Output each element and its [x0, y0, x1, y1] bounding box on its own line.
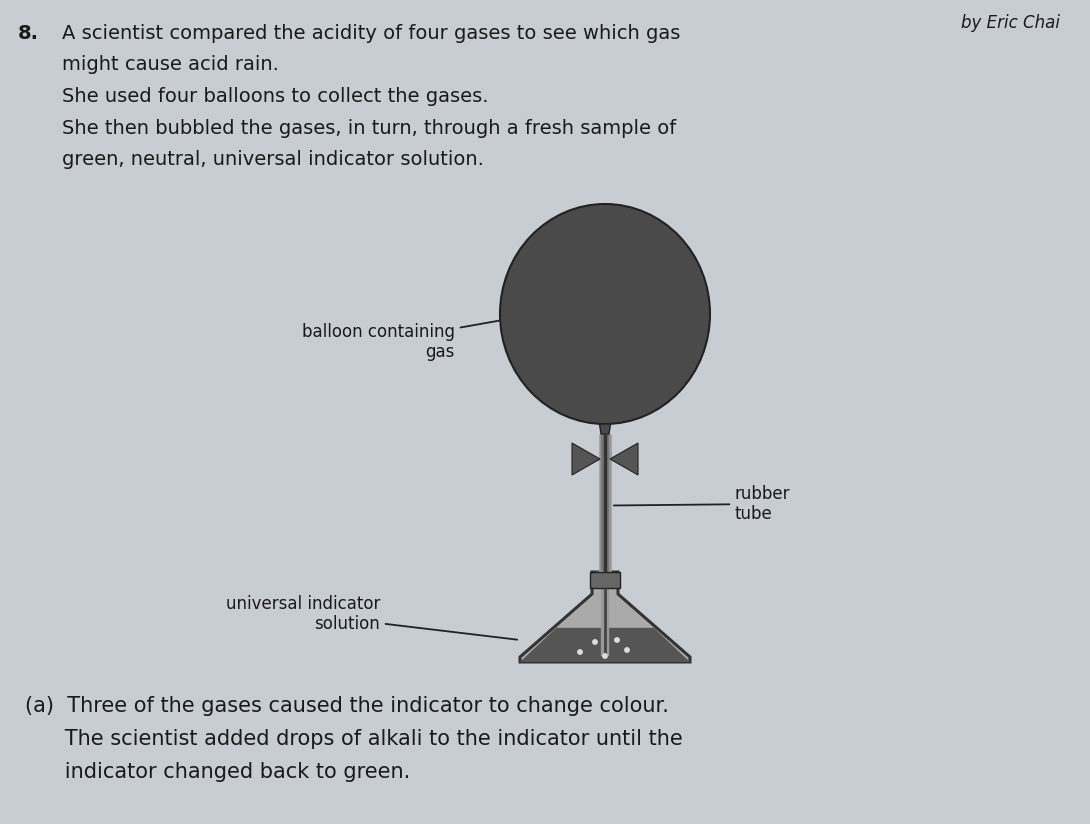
Polygon shape: [600, 424, 610, 434]
Polygon shape: [520, 572, 690, 662]
Text: (a)  Three of the gases caused the indicator to change colour.: (a) Three of the gases caused the indica…: [25, 696, 669, 716]
Text: by Eric Chai: by Eric Chai: [961, 14, 1059, 32]
Circle shape: [603, 653, 607, 658]
Circle shape: [615, 638, 619, 642]
Polygon shape: [572, 443, 600, 475]
Text: balloon containing
gas: balloon containing gas: [302, 315, 534, 362]
Text: universal indicator
solution: universal indicator solution: [226, 595, 518, 639]
Text: rubber
tube: rubber tube: [614, 485, 790, 523]
Ellipse shape: [500, 204, 710, 424]
Text: indicator changed back to green.: indicator changed back to green.: [25, 762, 410, 782]
Text: The scientist added drops of alkali to the indicator until the: The scientist added drops of alkali to t…: [25, 729, 682, 749]
Text: A scientist compared the acidity of four gases to see which gas: A scientist compared the acidity of four…: [62, 24, 680, 43]
Polygon shape: [520, 628, 690, 662]
Polygon shape: [610, 443, 638, 475]
FancyBboxPatch shape: [590, 572, 620, 588]
Circle shape: [593, 639, 597, 644]
Text: She used four balloons to collect the gases.: She used four balloons to collect the ga…: [62, 87, 488, 106]
Text: green, neutral, universal indicator solution.: green, neutral, universal indicator solu…: [62, 150, 484, 169]
Circle shape: [625, 648, 629, 653]
Circle shape: [578, 650, 582, 654]
Text: 8.: 8.: [19, 24, 39, 43]
Text: might cause acid rain.: might cause acid rain.: [62, 55, 279, 74]
Text: She then bubbled the gases, in turn, through a fresh sample of: She then bubbled the gases, in turn, thr…: [62, 119, 676, 138]
